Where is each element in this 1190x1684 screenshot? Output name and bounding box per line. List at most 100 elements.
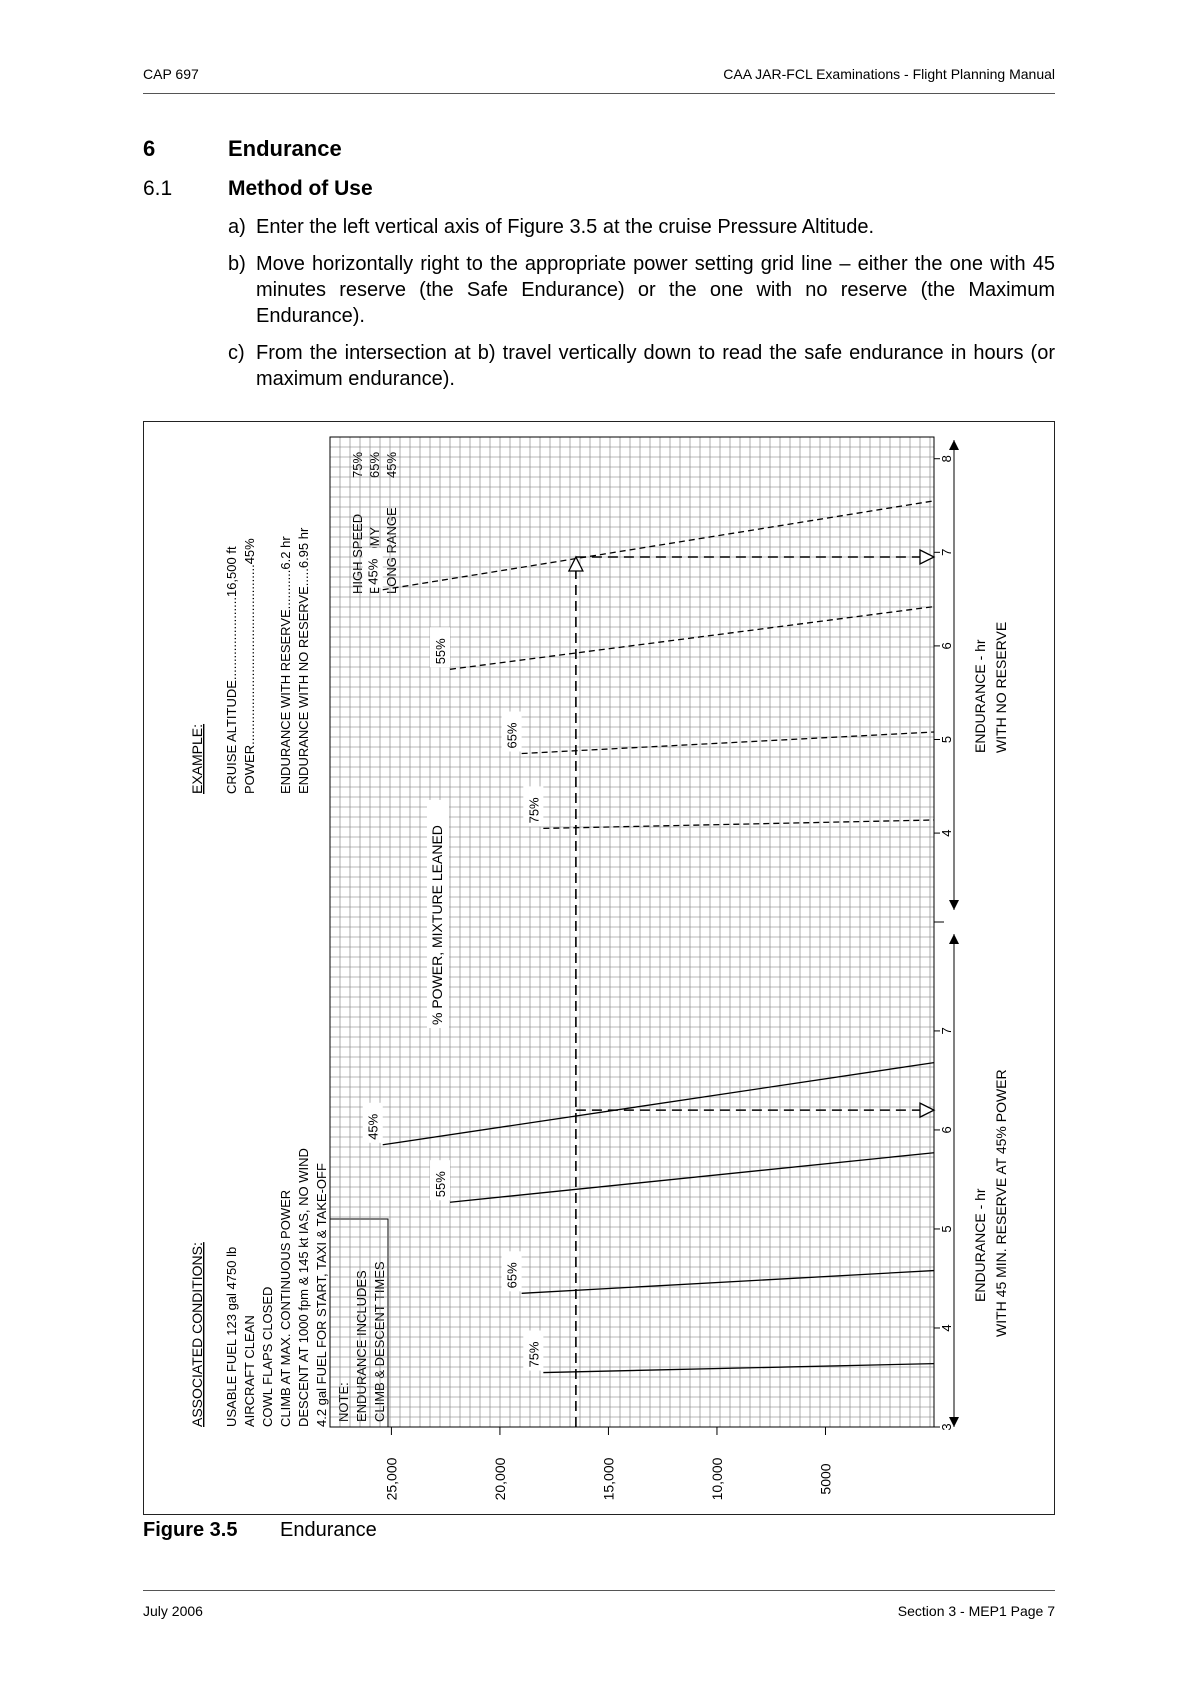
footer-left: July 2006 [143, 1603, 203, 1619]
reserve-series-label: 75% [526, 1341, 541, 1367]
step-text: Move horizontally right to the appropria… [256, 253, 1055, 327]
section-title: Endurance [228, 136, 342, 161]
reserve-series-label: 65% [505, 1262, 520, 1288]
reserve-tick-label: 3 [939, 1423, 954, 1430]
running-header-left: CAP 697 [143, 66, 199, 82]
power-table-name: HIGH SPEED [350, 514, 365, 594]
example-line: POWER...................................… [242, 538, 257, 794]
noreserve-tick-label: 7 [939, 549, 954, 556]
power-table-value: 45% [384, 452, 399, 478]
example-reserve-arrow [919, 1102, 936, 1119]
reserve-series-label: 55% [433, 1171, 448, 1197]
conditions-title: ASSOCIATED CONDITIONS: [189, 1242, 205, 1427]
altitude-tick-label: 20,000 [492, 1457, 508, 1500]
reserve-series-line [382, 1061, 935, 1146]
figure-frame: ASSOCIATED CONDITIONS: USABLE FUEL 123 g… [143, 421, 1055, 1515]
reserve-axis-label: ENDURANCE - hr [972, 1188, 988, 1302]
noreserve-series-line [521, 731, 935, 755]
reserve-tick-label: 5 [939, 1225, 954, 1232]
noreserve-axis-arrow-up [949, 440, 959, 450]
reserve-series-label-bg [501, 1251, 522, 1292]
noreserve-series-line [382, 500, 935, 591]
noreserve-axis-label: ENDURANCE - hr [972, 639, 988, 753]
step-text: Enter the left vertical axis of Figure 3… [256, 216, 875, 238]
reserve-tick-label: 7 [939, 1027, 954, 1034]
condition-line: DESCENT AT 1000 fpm & 145 kt IAS, NO WIN… [296, 1148, 311, 1427]
step-label: c) [228, 342, 245, 364]
power-mixture-label: % POWER, MIXTURE LEANED [429, 825, 445, 1025]
reserve-series-label: 45% [366, 1113, 381, 1139]
altitude-tick-label: 10,000 [709, 1457, 725, 1500]
example-title: EXAMPLE: [189, 724, 205, 794]
noreserve-tick-label: 8 [939, 455, 954, 462]
step-label: a) [228, 216, 246, 238]
noreserve-series-line [543, 819, 935, 830]
noreserve-series-label: 75% [526, 797, 541, 823]
reserve-tick-label: 4 [939, 1324, 954, 1331]
figure-number: Figure 3.5 [143, 1519, 238, 1541]
example-line: ENDURANCE WITH RESERVE...........6.2 hr [278, 536, 293, 794]
noreserve-axis-sublabel: WITH NO RESERVE [993, 622, 1009, 753]
example-up-arrow [567, 555, 584, 572]
figure-caption: Endurance [280, 1519, 377, 1541]
reserve-axis-arrow-up [949, 934, 959, 944]
reserve-series-label-bg [523, 1330, 544, 1371]
altitude-tick-label: 25,000 [383, 1457, 399, 1500]
associated-conditions: ASSOCIATED CONDITIONS: USABLE FUEL 123 g… [189, 1148, 329, 1427]
note-box: NOTE: ENDURANCE INCLUDES CLIMB & DESCENT… [329, 1218, 389, 1428]
noreserve-tick-label: 4 [939, 829, 954, 836]
condition-line: 4.2 gal FUEL FOR START, TAXI & TAKE-OFF [314, 1163, 329, 1427]
noreserve-axis-arrow-down [949, 900, 959, 910]
noreserve-tick-label: 6 [939, 642, 954, 649]
power-table-name: LONG RANGE [384, 507, 399, 594]
altitude-tick-label: 15,000 [600, 1457, 616, 1500]
axis-labels: % POWER, MIXTURE LEANED ENDURANCE - hr W… [427, 622, 1009, 1337]
example-line: CRUISE ALTITUDE.......................16… [224, 546, 239, 794]
example-noreserve-arrow [919, 548, 936, 566]
running-header-right: CAA JAR-FCL Examinations - Flight Planni… [723, 66, 1055, 82]
condition-line: COWL FLAPS CLOSED [260, 1287, 275, 1427]
example-panel: EXAMPLE: CRUISE ALTITUDE................… [189, 527, 311, 794]
power-table-value: 75% [350, 452, 365, 478]
grid-border [329, 436, 935, 1428]
example-line: ENDURANCE WITH NO RESERVE.....6.95 hr [296, 527, 311, 794]
power-table-value: 65% [367, 452, 382, 478]
subsection-number: 6.1 [143, 177, 173, 200]
noreserve-tick-label: 5 [939, 736, 954, 743]
subsection-title: Method of Use [228, 177, 373, 200]
reserve-series-label-bg [362, 1102, 383, 1143]
note-line: ENDURANCE INCLUDES [354, 1270, 369, 1422]
noreserve-series-label-bg [523, 786, 544, 827]
reserve-axis-arrow-down [949, 1417, 959, 1427]
reserve-series-label-bg [430, 1160, 451, 1201]
endurance-chart: ASSOCIATED CONDITIONS: USABLE FUEL 123 g… [189, 436, 1009, 1500]
condition-line: CLIMB AT MAX. CONTINUOUS POWER [278, 1190, 293, 1427]
header-rule [143, 93, 1055, 94]
reserve-series-line [449, 1152, 935, 1203]
step-label: b) [228, 253, 246, 275]
altitude-tick-label: 5000 [817, 1463, 833, 1494]
noreserve-series-label-bg [362, 547, 383, 588]
step-b: b) Move horizontally right to the approp… [228, 251, 1055, 329]
note-line: NOTE: [336, 1382, 351, 1422]
noreserve-series-label: 65% [505, 722, 520, 748]
reserve-tick-label: 6 [939, 1126, 954, 1133]
step-a: a) Enter the left vertical axis of Figur… [228, 214, 1055, 240]
condition-line: USABLE FUEL 123 gal 4750 lb [224, 1247, 239, 1427]
reserve-series-line [521, 1269, 935, 1294]
reserve-series-line [543, 1362, 935, 1374]
footer-rule [143, 1590, 1055, 1591]
note-line: CLIMB & DESCENT TIMES [372, 1261, 387, 1422]
step-c: c) From the intersection at b) travel ve… [228, 340, 1055, 392]
section-number: 6 [143, 136, 156, 161]
footer-right: Section 3 - MEP1 Page 7 [897, 1603, 1055, 1619]
condition-line: AIRCRAFT CLEAN [242, 1315, 257, 1427]
noreserve-series-label-bg [430, 627, 451, 668]
reserve-axis-sublabel: WITH 45 MIN. RESERVE AT 45% POWER [993, 1069, 1009, 1337]
method-steps: a) Enter the left vertical axis of Figur… [228, 214, 1055, 403]
noreserve-series-label-bg [501, 711, 522, 752]
step-text: From the intersection at b) travel verti… [256, 342, 1055, 390]
plot-area: 25,000 20,000 15,000 10,000 5000 3 4 5 6 7 4 5 6 7 8 75… [329, 436, 959, 1500]
noreserve-series-line [449, 605, 935, 670]
noreserve-series-label: 45% [366, 558, 381, 584]
